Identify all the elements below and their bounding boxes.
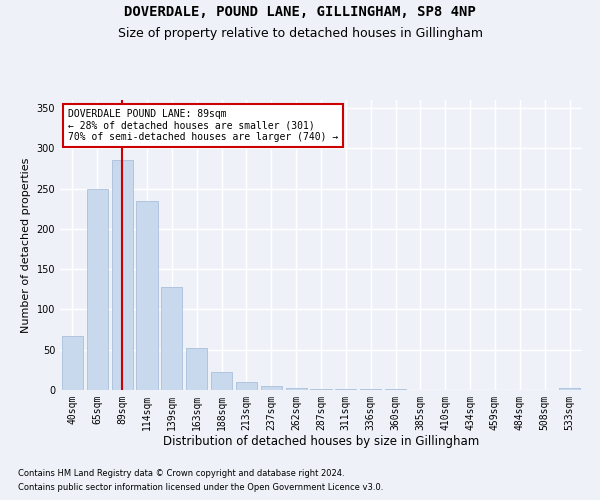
Bar [62,336,83,390]
Bar [161,287,182,390]
Bar [310,389,332,390]
Bar [112,160,133,390]
Bar [211,372,232,390]
Bar [559,388,580,390]
Bar [335,389,356,390]
Text: Contains public sector information licensed under the Open Government Licence v3: Contains public sector information licen… [18,484,383,492]
Y-axis label: Number of detached properties: Number of detached properties [21,158,31,332]
Text: Distribution of detached houses by size in Gillingham: Distribution of detached houses by size … [163,435,479,448]
Bar [136,200,158,390]
Bar [87,188,108,390]
Bar [261,386,282,390]
Bar [360,389,381,390]
Bar [385,389,406,390]
Bar [286,388,307,390]
Bar [236,382,257,390]
Text: DOVERDALE POUND LANE: 89sqm
← 28% of detached houses are smaller (301)
70% of se: DOVERDALE POUND LANE: 89sqm ← 28% of det… [68,108,338,142]
Text: Size of property relative to detached houses in Gillingham: Size of property relative to detached ho… [118,28,482,40]
Text: DOVERDALE, POUND LANE, GILLINGHAM, SP8 4NP: DOVERDALE, POUND LANE, GILLINGHAM, SP8 4… [124,5,476,19]
Bar [186,348,207,390]
Text: Contains HM Land Registry data © Crown copyright and database right 2024.: Contains HM Land Registry data © Crown c… [18,468,344,477]
